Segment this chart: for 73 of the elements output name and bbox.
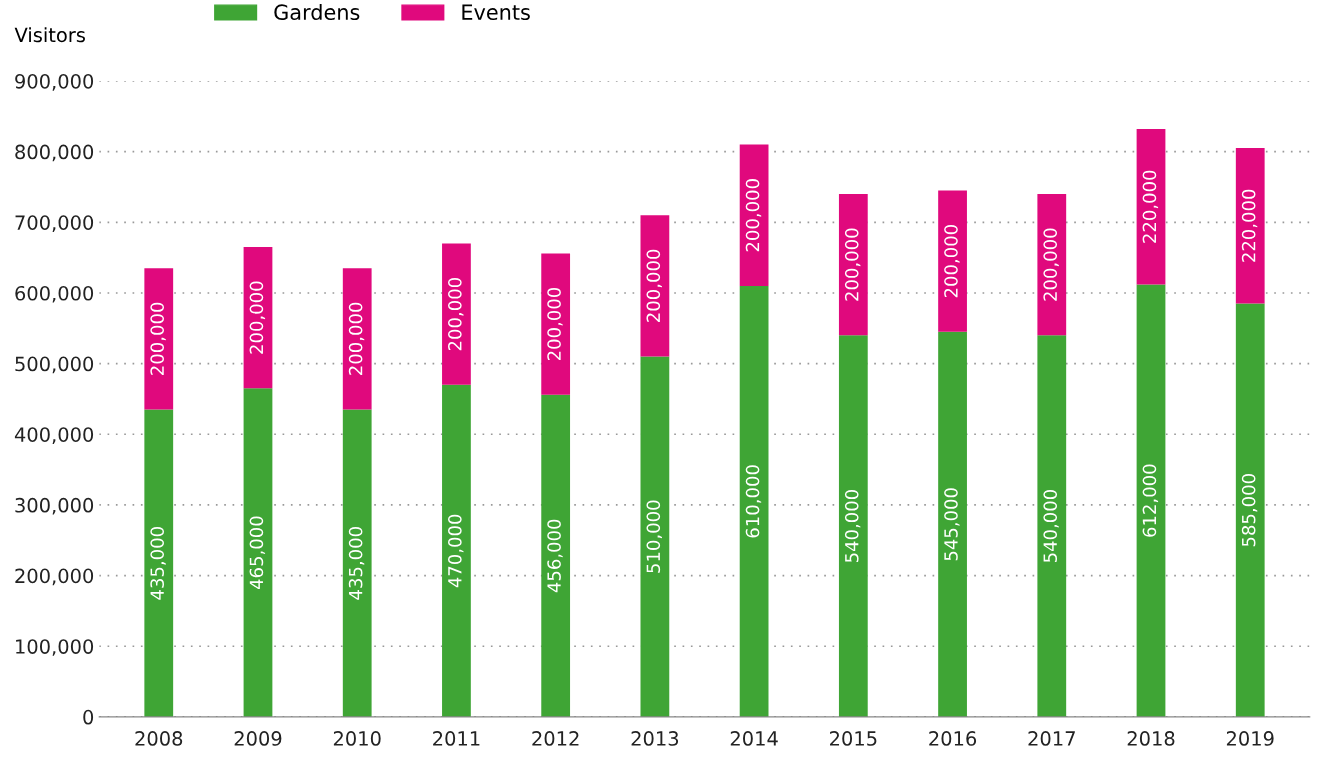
y-tick-label: 800,000 (15, 144, 94, 162)
bar (838, 335, 868, 717)
data-label: 200,000 (1043, 228, 1059, 301)
x-tick-label: 2012 (532, 731, 579, 746)
x-tick-label: 2013 (631, 731, 679, 746)
data-label: 200,000 (348, 302, 365, 375)
data-label: 610,000 (745, 465, 762, 538)
bar (144, 268, 174, 410)
data-label: 585,000 (1241, 474, 1258, 547)
bar (442, 243, 471, 385)
bar (342, 409, 372, 717)
data-label: 220,000 (1241, 189, 1258, 262)
x-tick-label: 2019 (1226, 731, 1274, 746)
bar (838, 194, 868, 336)
y-tick-label: 400,000 (14, 427, 94, 444)
bar (739, 144, 769, 286)
bar (938, 331, 967, 717)
legend-label: Gardens (274, 3, 360, 21)
y-tick-label: 200,000 (15, 568, 94, 586)
y-tick-label: 500,000 (15, 356, 94, 374)
data-label: 200,000 (745, 179, 762, 252)
y-axis-title: Visitors (14, 27, 85, 43)
data-label: 200,000 (646, 249, 662, 322)
y-tick-label: 0 (83, 709, 94, 725)
data-label: 540,000 (1043, 489, 1059, 563)
data-label: 456,000 (547, 519, 563, 593)
data-label: 200,000 (249, 281, 266, 354)
data-label: 465,000 (249, 516, 266, 590)
bar (541, 253, 571, 395)
bar (243, 388, 273, 717)
x-tick-label: 2015 (830, 731, 877, 746)
y-tick-label: 600,000 (15, 285, 94, 303)
y-tick-label: 100,000 (16, 639, 94, 656)
bar (1136, 284, 1166, 717)
bar (1136, 129, 1166, 285)
data-label: 435,000 (348, 527, 365, 600)
bar (442, 384, 471, 717)
y-tick-label: 700,000 (15, 215, 94, 232)
bar (144, 409, 174, 717)
data-label: 510,000 (646, 500, 662, 573)
bar (1037, 335, 1067, 717)
bar (541, 394, 571, 717)
data-label: 470,000 (448, 514, 464, 588)
data-label: 612,000 (1142, 464, 1159, 537)
data-label: 435,000 (150, 527, 166, 600)
data-label: 200,000 (844, 228, 861, 301)
legend-label: Events (462, 4, 530, 21)
x-tick-label: 2017 (1028, 731, 1075, 746)
bar (938, 190, 967, 332)
x-tick-label: 2018 (1127, 731, 1175, 746)
y-tick-label: 300,000 (15, 497, 94, 515)
data-label: 200,000 (547, 287, 563, 361)
x-tick-label: 2016 (929, 731, 977, 746)
data-label: 200,000 (448, 278, 464, 351)
bar (1037, 194, 1067, 336)
bar (1235, 303, 1265, 717)
x-tick-label: 2009 (234, 731, 282, 746)
data-label: 545,000 (944, 488, 960, 561)
x-tick-label: 2008 (135, 731, 183, 746)
bar (1235, 148, 1265, 304)
bar (243, 247, 273, 389)
x-tick-label: 2011 (433, 731, 480, 746)
bar (640, 215, 670, 357)
data-label: 200,000 (944, 225, 960, 298)
data-label: 540,000 (844, 489, 861, 563)
x-tick-label: 2014 (730, 731, 778, 746)
data-label: 200,000 (150, 302, 166, 375)
bar (342, 268, 372, 410)
y-tick-label: 900,000 (15, 73, 94, 91)
bar (739, 285, 769, 717)
data-label: 220,000 (1142, 170, 1159, 243)
x-tick-label: 2010 (333, 731, 381, 746)
bar (640, 356, 670, 717)
